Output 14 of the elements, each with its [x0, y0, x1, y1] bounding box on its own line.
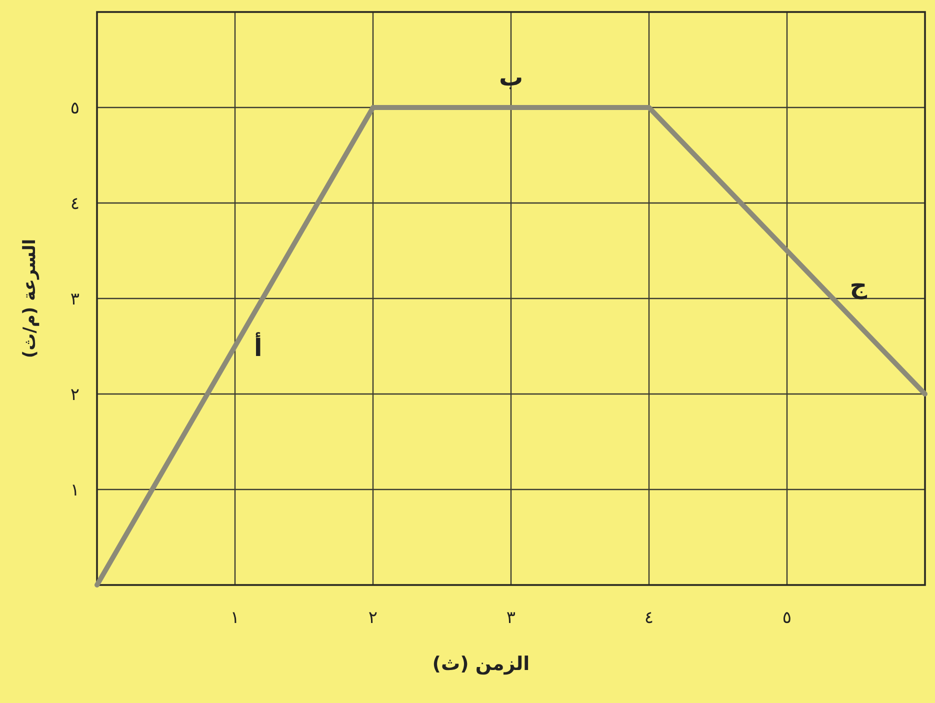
y-tick-label: ٢: [70, 385, 80, 405]
annotation: ج: [850, 272, 868, 300]
x-tick-label: ٥: [782, 608, 792, 628]
y-tick-label: ٥: [70, 98, 80, 118]
x-tick-label: ٢: [368, 608, 378, 628]
y-tick-label: ٤: [70, 194, 80, 214]
y-tick-label: ١: [70, 480, 80, 500]
x-tick-label: ٣: [506, 608, 516, 628]
x-tick-label: ١: [230, 608, 240, 628]
y-axis-title: السرعة (م/ث): [20, 238, 40, 358]
x-tick-label: ٤: [644, 608, 654, 628]
annotation: أ: [254, 332, 262, 362]
x-axis-title: الزمن (ث): [432, 653, 530, 675]
y-tick-label: ٣: [70, 290, 80, 310]
